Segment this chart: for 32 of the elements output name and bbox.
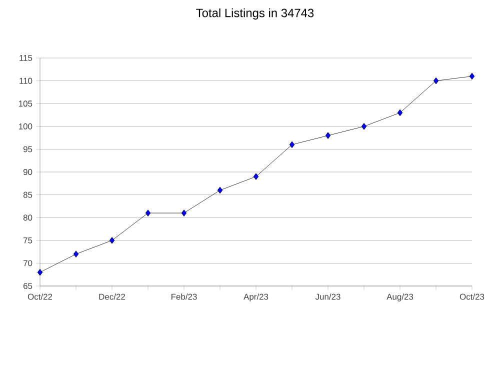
point (109, 237, 115, 244)
point (217, 186, 223, 194)
point (145, 210, 151, 216)
point (253, 173, 259, 180)
y-tick-label: 70 (24, 260, 32, 266)
point (73, 250, 79, 258)
point (361, 123, 367, 130)
point (469, 72, 475, 80)
x-tick-label: Feb/23 (172, 294, 197, 300)
y-tick-label: 95 (23, 146, 32, 152)
point (181, 210, 187, 216)
point (289, 141, 295, 148)
point (37, 268, 43, 276)
x-tick-label: Dec/22 (99, 294, 125, 300)
chart-title: Total Listings in 34743 (196, 8, 314, 20)
x-tick-label: Aug/23 (386, 294, 414, 302)
y-tick-label: 85 (23, 192, 32, 198)
point (397, 109, 403, 116)
x-tick-label: Oct/22 (28, 294, 52, 300)
y-tick-label: 110 (20, 78, 32, 84)
x-tick-label: Apr/23 (244, 294, 268, 302)
x-tick-label: Jun/23 (315, 294, 340, 300)
y-tick-label: 115 (20, 55, 32, 61)
y-tick-label: 65 (24, 283, 32, 289)
point (433, 77, 439, 84)
y-tick-label: 105 (18, 100, 32, 107)
y-tick-label: 90 (23, 169, 32, 175)
y-tick-label: 80 (23, 214, 32, 221)
y-tick-label: 100 (18, 123, 32, 130)
y-tick-label: 75 (24, 237, 32, 244)
point (325, 132, 331, 139)
x-tick-label: Oct/23 (460, 294, 484, 300)
